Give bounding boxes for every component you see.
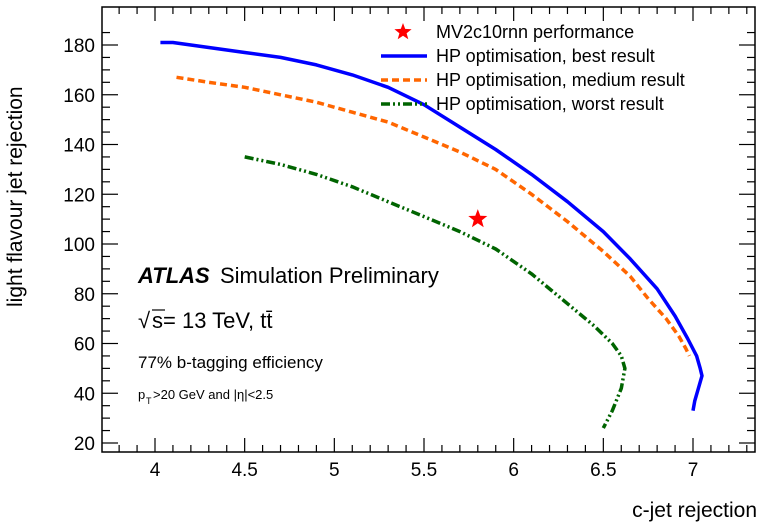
x-tick-label: 7 <box>688 460 699 481</box>
series-line <box>244 155 627 429</box>
y-tick-label: 120 <box>63 185 95 206</box>
pt-label: p <box>138 387 145 402</box>
x-tick-labels: 4 4.5 5 5.5 6 6.5 7 <box>150 460 699 481</box>
y-tick-label: 40 <box>74 384 95 405</box>
x-tick-label: 6 <box>508 460 519 481</box>
pt-subscript: T <box>146 396 152 406</box>
y-axis-title: light flavour jet rejection <box>4 86 27 307</box>
x-axis-title: c-jet rejection <box>632 499 757 522</box>
sqrt-symbol: √ <box>138 308 151 333</box>
energy-label: s= 13 TeV, tt̄ <box>152 308 272 333</box>
axis-ticks <box>102 7 755 452</box>
series-lines <box>160 40 704 429</box>
simulation-label: Simulation Preliminary <box>220 263 439 288</box>
x-tick-label: 6.5 <box>590 460 616 481</box>
legend-label: HP optimisation, worst result <box>436 94 664 114</box>
x-tick-label: 4 <box>150 460 161 481</box>
y-tick-label: 180 <box>63 36 95 57</box>
x-tick-label: 5.5 <box>411 460 437 481</box>
y-tick-labels: 20 40 60 80 100 120 140 160 180 <box>63 36 95 455</box>
legend-star-marker <box>394 23 412 40</box>
annotations: ATLAS Simulation Preliminary √ s= 13 TeV… <box>137 263 439 406</box>
plot-frame <box>101 6 756 453</box>
y-tick-label: 160 <box>63 86 95 107</box>
y-tick-label: 60 <box>74 335 95 356</box>
y-tick-label: 80 <box>74 285 95 306</box>
efficiency-label: 77% b-tagging efficiency <box>138 353 323 372</box>
legend-label: HP optimisation, medium result <box>436 70 685 90</box>
series-line <box>160 40 704 412</box>
x-tick-label: 5 <box>329 460 340 481</box>
series-line <box>176 75 691 357</box>
markers <box>468 209 488 228</box>
legend-label: MV2c10rnn performance <box>436 22 634 42</box>
star-marker <box>468 209 488 228</box>
legend: MV2c10rnn performance HP optimisation, be… <box>381 22 685 114</box>
legend-label: HP optimisation, best result <box>436 46 655 66</box>
cuts-label: >20 GeV and |η|<2.5 <box>153 387 273 402</box>
y-tick-label: 140 <box>63 136 95 157</box>
x-tick-label: 4.5 <box>231 460 257 481</box>
atlas-label: ATLAS <box>137 263 210 288</box>
y-tick-label: 100 <box>63 235 95 256</box>
y-tick-label: 20 <box>74 434 95 455</box>
